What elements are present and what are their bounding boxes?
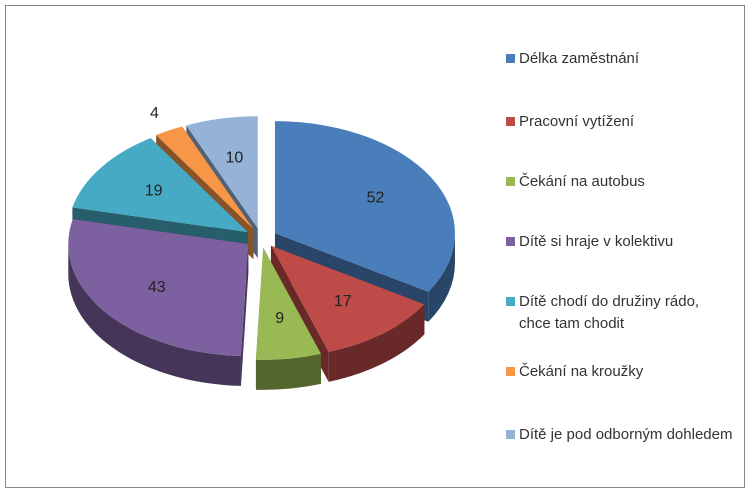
slice-top [72,138,248,233]
data-label: 43 [148,279,166,296]
chart-frame: 52 17 9 43 19 4 10 Délka zaměstnání Pracovní vy… [5,5,745,488]
slice-top [156,126,254,230]
legend-label: Délka zaměstnání [519,50,640,67]
slice-wall [240,244,249,386]
legend-item: Dítě si hraje v kolektivu [506,231,734,253]
slice [255,247,321,390]
slice-top [186,116,258,229]
pie-chart: 52 17 9 43 19 4 10 [68,105,455,390]
legend-label: Dítě si hraje v kolektivu [519,233,674,250]
legend-swatch [506,430,515,439]
slice-top [270,245,425,352]
slice-top [68,219,249,356]
data-label: 9 [275,310,284,327]
slice-side [68,244,241,386]
data-label: 10 [226,149,244,166]
legend-swatch [506,54,515,63]
slice-side [428,233,455,322]
slice [68,219,249,386]
legend-label: Dítě je pod odborným dohledem [519,426,733,443]
legend-label: Čekání na kroužky [519,363,644,380]
data-label: 52 [367,189,385,206]
legend-label: Čekání na autobus [519,173,645,190]
legend-swatch [506,297,515,306]
legend-swatch [506,177,515,186]
legend-item: Délka zaměstnání [506,48,734,70]
legend-item: Čekání na kroužky [506,361,734,383]
legend-label: Pracovní vytížení [519,113,635,130]
slice-top [274,121,455,292]
slice-side [255,353,321,390]
legend-item: Čekání na autobus [506,171,734,193]
slice-side [328,304,425,382]
slice-top [255,247,321,360]
legend-item: Dítě je pod odborným dohledem [506,424,734,446]
legend-swatch [506,237,515,246]
data-label: 4 [150,105,159,122]
legend-swatch [506,117,515,126]
data-label: 19 [145,182,163,199]
legend-swatch [506,367,515,376]
legend-label: Dítě chodí do družiny rádo, chce tam cho… [519,293,700,332]
legend-item: Pracovní vytížení [506,111,734,133]
data-label: 17 [334,293,352,310]
legend-item: Dítě chodí do družiny rádo, chce tam cho… [506,291,734,335]
